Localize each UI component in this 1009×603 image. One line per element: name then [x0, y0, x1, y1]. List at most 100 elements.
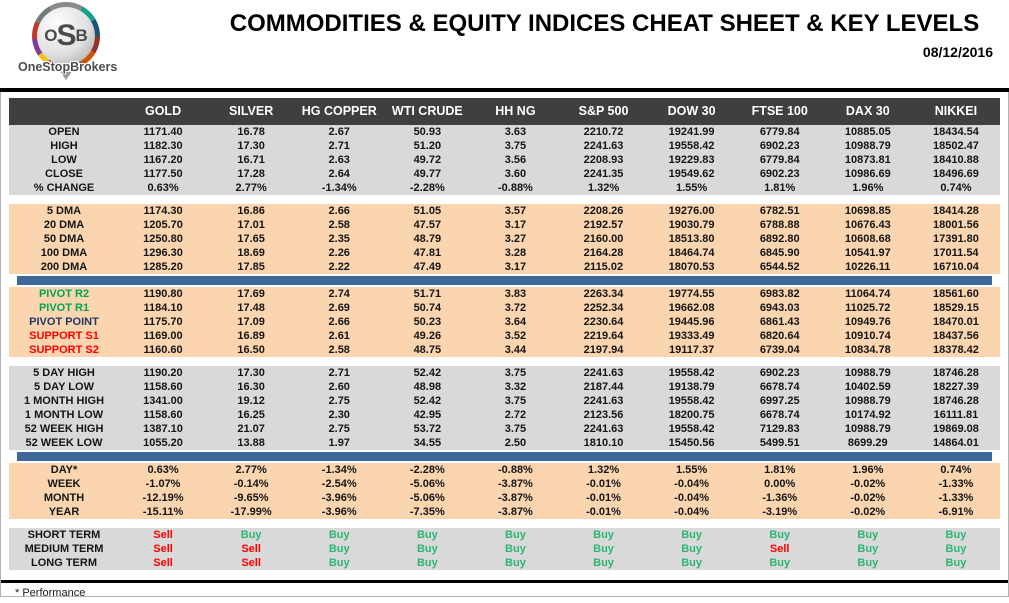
column-header: GOLD: [119, 98, 208, 125]
cell-value: 2.77%: [207, 181, 296, 195]
signal-value: Buy: [823, 528, 912, 542]
header-corner: [9, 98, 119, 125]
cell-value: 10910.74: [823, 329, 912, 343]
cell-value: 10988.79: [823, 394, 912, 408]
cell-value: 17011.54: [911, 246, 1000, 260]
cell-value: 16.86: [207, 204, 296, 218]
cell-value: 3.32: [471, 380, 560, 394]
cell-value: -3.87%: [471, 477, 560, 491]
signal-value: Sell: [207, 542, 296, 556]
row-label: 1 MONTH HIGH: [9, 394, 119, 408]
row-label: OPEN: [9, 125, 119, 139]
row-label: 52 WEEK LOW: [9, 436, 119, 450]
cell-value: 52.42: [383, 394, 472, 408]
cell-value: 2.75: [295, 394, 384, 408]
cell-value: 19774.55: [647, 287, 736, 301]
cell-value: -0.02%: [823, 505, 912, 519]
performance-footnote: * Performance: [15, 587, 86, 599]
cell-value: 1205.70: [119, 218, 208, 232]
row-label: SUPPORT S1: [9, 329, 119, 343]
cell-value: -0.14%: [207, 477, 296, 491]
signal-value: Buy: [735, 556, 824, 570]
cell-value: 1387.10: [119, 422, 208, 436]
cell-value: 3.64: [471, 315, 560, 329]
cell-value: 5499.51: [735, 436, 824, 450]
signal-value: Buy: [471, 542, 560, 556]
table-row: PIVOT POINT 1175.70 17.09 2.66 50.23 3.64 2230…: [9, 315, 1000, 329]
cell-value: 52.42: [383, 366, 472, 380]
cell-value: 6861.43: [735, 315, 824, 329]
cell-value: 10988.79: [823, 366, 912, 380]
page-title: COMMODITIES & EQUITY INDICES CHEAT SHEET…: [229, 10, 980, 37]
cell-value: 17.65: [207, 232, 296, 246]
cell-value: 17.48: [207, 301, 296, 315]
cell-value: 6782.51: [735, 204, 824, 218]
cell-value: -1.34%: [295, 181, 384, 195]
cell-value: 21.07: [207, 422, 296, 436]
cell-value: -3.96%: [295, 491, 384, 505]
cell-value: 6892.80: [735, 232, 824, 246]
cell-value: 8699.29: [823, 436, 912, 450]
title-area: COMMODITIES & EQUITY INDICES CHEAT SHEET…: [150, 0, 1009, 60]
cell-value: 48.79: [383, 232, 472, 246]
cell-value: -0.01%: [559, 477, 648, 491]
cell-value: -17.99%: [207, 505, 296, 519]
cell-value: 15450.56: [647, 436, 736, 450]
table-row: 50 DMA 1250.80 17.65 2.35 48.79 3.27 2160.00 18…: [9, 232, 1000, 246]
row-label: % CHANGE: [9, 181, 119, 195]
cell-value: 10541.97: [823, 246, 912, 260]
table-row: 100 DMA 1296.30 18.69 2.26 47.81 3.28 2164.28 1…: [9, 246, 1000, 260]
cell-value: 6902.23: [735, 139, 824, 153]
table-row: 52 WEEK LOW 1055.20 13.88 1.97 34.55 2.50 1810…: [9, 436, 1000, 450]
cell-value: 2.72: [471, 408, 560, 422]
cell-value: 2208.93: [559, 153, 648, 167]
cell-value: 1.55%: [647, 463, 736, 477]
signal-value: Buy: [383, 556, 472, 570]
table-row: LOW 1167.20 16.71 2.63 49.72 3.56 2208.93 19229…: [9, 153, 1000, 167]
cell-value: -0.88%: [471, 463, 560, 477]
cell-value: 17.69: [207, 287, 296, 301]
cell-value: 2.61: [295, 329, 384, 343]
signal-value: Buy: [823, 542, 912, 556]
signal-value: Sell: [207, 556, 296, 570]
cell-value: 2.64: [295, 167, 384, 181]
table-row: PIVOT R1 1184.10 17.48 2.69 50.74 3.72 2252.34…: [9, 301, 1000, 315]
signal-value: Buy: [823, 556, 912, 570]
cell-value: 2263.34: [559, 287, 648, 301]
row-label: LONG TERM: [9, 556, 119, 570]
cell-value: 10608.68: [823, 232, 912, 246]
cell-value: 49.26: [383, 329, 472, 343]
cell-value: 19333.49: [647, 329, 736, 343]
cell-value: 19138.79: [647, 380, 736, 394]
cell-value: 16.25: [207, 408, 296, 422]
cell-value: 2.60: [295, 380, 384, 394]
cell-value: 0.00%: [735, 477, 824, 491]
cell-value: 1182.30: [119, 139, 208, 153]
cell-value: 6788.88: [735, 218, 824, 232]
cell-value: 19229.83: [647, 153, 736, 167]
cell-value: 1.81%: [735, 463, 824, 477]
cell-value: 2.58: [295, 343, 384, 357]
cell-value: -1.07%: [119, 477, 208, 491]
cell-value: 16.89: [207, 329, 296, 343]
cell-value: 17.09: [207, 315, 296, 329]
cell-value: 1.55%: [647, 181, 736, 195]
cell-value: 2.75: [295, 422, 384, 436]
cell-value: 2.63: [295, 153, 384, 167]
header-row: GOLD SILVER HG COPPER WTI CRUDE HH NG S&P 500…: [9, 98, 1000, 125]
cell-value: -0.04%: [647, 477, 736, 491]
cell-value: 3.75: [471, 394, 560, 408]
cell-value: 2241.63: [559, 139, 648, 153]
row-label: PIVOT POINT: [9, 315, 119, 329]
cell-value: 18200.75: [647, 408, 736, 422]
signal-value: Buy: [295, 556, 384, 570]
signal-value: Buy: [295, 542, 384, 556]
cell-value: 6983.82: [735, 287, 824, 301]
cell-value: 6845.90: [735, 246, 824, 260]
cell-value: 10174.92: [823, 408, 912, 422]
column-header: SILVER: [207, 98, 296, 125]
cell-value: 1285.20: [119, 260, 208, 274]
cell-value: 6902.23: [735, 366, 824, 380]
cell-value: 10698.85: [823, 204, 912, 218]
